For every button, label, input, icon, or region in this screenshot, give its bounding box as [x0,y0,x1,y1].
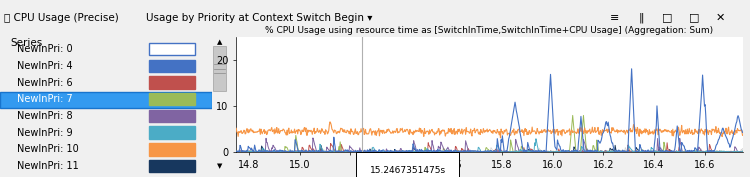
Text: □: □ [662,13,673,22]
FancyBboxPatch shape [0,92,212,108]
FancyBboxPatch shape [148,43,195,55]
Text: NewInPri: 4: NewInPri: 4 [17,61,73,71]
Text: NewInPri: 10: NewInPri: 10 [17,144,79,154]
Text: ▼: ▼ [217,163,223,169]
FancyBboxPatch shape [148,76,195,89]
Text: NewInPri: 0: NewInPri: 0 [17,44,73,54]
FancyBboxPatch shape [148,127,195,139]
Text: ✕: ✕ [716,13,724,22]
Text: ▲: ▲ [217,39,223,45]
Text: □: □ [688,13,699,22]
FancyBboxPatch shape [148,93,195,105]
FancyBboxPatch shape [148,60,195,72]
Text: ⛳ CPU Usage (Precise): ⛳ CPU Usage (Precise) [4,13,118,22]
Text: 15.2467351475s: 15.2467351475s [370,166,446,175]
FancyBboxPatch shape [148,160,195,172]
Text: NewInPri: 8: NewInPri: 8 [17,111,73,121]
Text: NewInPri: 7: NewInPri: 7 [17,94,73,104]
Text: ‖: ‖ [638,12,644,23]
Text: Series: Series [10,38,43,48]
Text: NewInPri: 11: NewInPri: 11 [17,161,79,171]
Text: ≡: ≡ [610,13,620,22]
Text: NewInPri: 6: NewInPri: 6 [17,78,73,88]
Text: NewInPri: 9: NewInPri: 9 [17,128,73,138]
FancyBboxPatch shape [148,143,195,156]
FancyBboxPatch shape [148,110,195,122]
Text: Usage by Priority at Context Switch Begin ▾: Usage by Priority at Context Switch Begi… [146,13,373,22]
FancyBboxPatch shape [214,46,226,91]
Title: % CPU Usage using resource time as [SwitchInTime,SwitchInTime+CPU Usage] (Aggreg: % CPU Usage using resource time as [Swit… [266,26,713,35]
